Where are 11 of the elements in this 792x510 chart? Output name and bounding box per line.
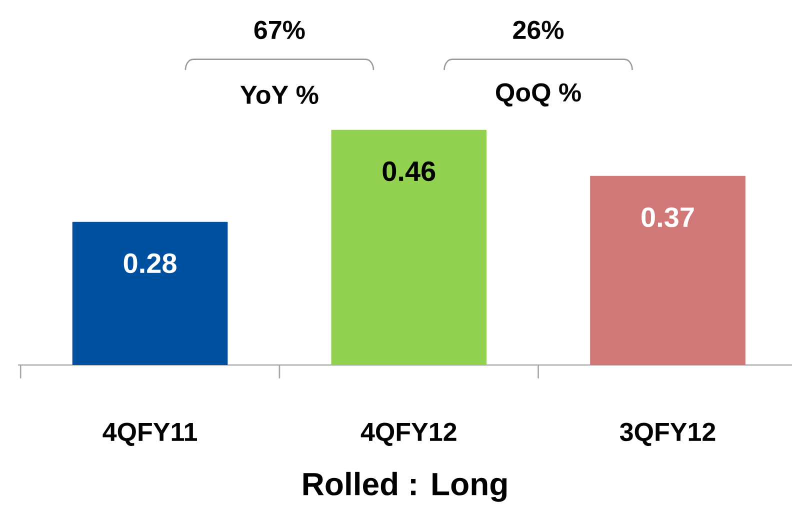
data-label: 0.46 bbox=[382, 161, 436, 182]
data-label: 0.37 bbox=[642, 207, 694, 228]
x-tick-label: 4QFY12 bbox=[360, 422, 456, 446]
text: 26% bbox=[513, 20, 564, 40]
x-tick-label: 3QFY12 bbox=[620, 422, 716, 446]
text: YoY % bbox=[240, 86, 318, 104]
text: 67% bbox=[254, 20, 305, 40]
data-label: 0.28 bbox=[124, 253, 176, 274]
x-tick-label: 4QFY11 bbox=[102, 422, 198, 446]
x-axis-title: Rolled : Long bbox=[303, 472, 507, 502]
text: QoQ % bbox=[496, 83, 581, 107]
